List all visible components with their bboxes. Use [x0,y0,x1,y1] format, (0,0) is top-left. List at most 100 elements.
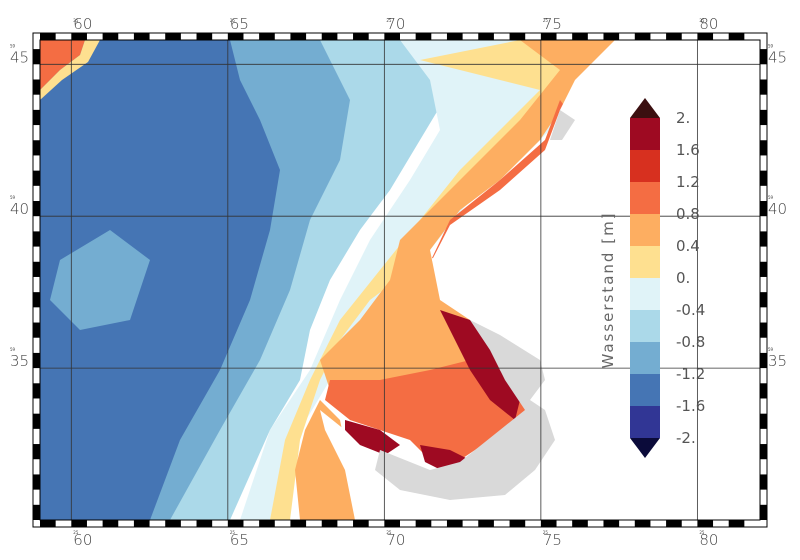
frame-tick-bottom [133,520,150,527]
lat-label-40: 40 [768,200,787,218]
field-mid-blue-patch [50,230,150,330]
map-frame [32,32,768,528]
frame-tick-bottom [478,520,494,527]
frame-tick-right [760,231,767,247]
frame-tick-bottom [540,520,557,527]
lat-minor-label: 59 [768,347,774,352]
lat-minor-label: 59 [10,195,16,200]
colorbar-label: 1.6 [676,141,700,159]
frame-tick-top [478,33,494,40]
frame-tick-top [165,33,181,40]
frame-tick-bottom [353,520,369,527]
frame-tick-top [353,33,369,40]
lat-minor-label: 59 [10,347,16,352]
frame-tick-right [760,292,767,308]
frame-tick-top [102,33,119,40]
frame-tick-right [760,49,767,65]
frame-tick-right [760,170,767,186]
frame-tick-top [540,33,557,40]
lon-minor-label: 25 [230,530,236,535]
frame-tick-bottom [384,520,400,527]
frame-tick-right [760,474,767,490]
frame-tick-left [33,444,40,460]
field-orange [325,360,530,470]
lon-label-65: 65 [230,15,249,33]
frame-tick-right [760,109,767,126]
frame-tick-top [71,33,87,40]
frame-tick-bottom [102,520,119,527]
field-light-blue [170,40,470,520]
frame-tick-top [290,33,307,40]
frame-tick-top [321,33,338,40]
colorbar-arrow-bottom [630,438,660,458]
frame-tick-left [33,383,40,399]
colorbar-segment [630,374,660,406]
colorbar-label: 0.8 [676,205,700,223]
frame-tick-top [259,33,275,40]
frame-tick-bottom [321,520,338,527]
colorbar-segment [630,150,660,182]
lon-minor-label: 25 [73,530,79,535]
frame-tick-right [760,504,767,520]
frame-tick-top [728,33,745,40]
lon-label-60: 60 [73,15,92,33]
frame-tick-bottom [227,520,244,527]
frame-tick-right [760,352,767,369]
colorbar-segment [630,342,660,374]
lon-label-70: 70 [386,15,405,33]
frame-tick-top [133,33,150,40]
lon-minor-label: 25 [230,18,236,23]
frame-tick-right [760,201,767,217]
lon-minor-label: 25 [699,18,705,23]
colorbar-title: Wasserstand [m] [599,211,617,368]
colorbar-arrow-top [630,98,660,118]
frame-tick-left [33,413,40,429]
frame-tick-bottom [697,520,714,527]
frame-tick-left [33,170,40,186]
lon-minor-label: 25 [386,530,392,535]
frame-tick-left [33,201,40,217]
colorbar-label: -0.8 [676,333,705,351]
coast-halo [375,320,555,500]
frame-tick-left [33,474,40,490]
frame-tick-left [33,79,40,95]
frame-tick-bottom [196,520,213,527]
lat-minor-label: 59 [768,43,774,48]
coast-halo-top [550,110,575,140]
frame-tick-right [760,383,767,399]
frame-tick-bottom [290,520,307,527]
lon-minor-label: 25 [543,530,549,535]
colorbar-label: 0. [676,269,690,287]
lat-label-40: 40 [10,200,29,218]
frame-tick-top [40,33,56,40]
colorbar-segment [630,118,660,150]
frame-tick-bottom [728,520,745,527]
colorbar-label: 2. [676,109,690,127]
frame-tick-right [760,79,767,95]
colorbar-segment [630,310,660,342]
frame-tick-right [760,261,767,277]
frame-tick-bottom [71,520,87,527]
frame-tick-bottom [572,520,588,527]
colorbar: Wasserstand [m] 2. 1.6 1.2 0.8 0.4 0. -0.4 -0.8… [599,98,705,458]
colorbar-segment [630,182,660,214]
frame-tick-bottom [165,520,181,527]
frame-tick-top [603,33,620,40]
colorbar-label: -1.2 [676,365,705,383]
colorbar-label: -1.6 [676,397,705,415]
frame-tick-left [33,109,40,126]
frame-tick-bottom [509,520,526,527]
frame-tick-right [760,140,767,156]
lon-minor-label: 25 [73,18,79,23]
frame-tick-bottom [603,520,620,527]
frame-tick-top [697,33,714,40]
frame-tick-top [196,33,213,40]
frame-tick-top [384,33,400,40]
frame-tick-top [634,33,651,40]
field-mid-blue [150,40,360,520]
lon-minor-label: 25 [386,18,392,23]
colorbar-segment [630,278,660,310]
frame-tick-top [509,33,526,40]
land-peninsula [320,410,370,520]
